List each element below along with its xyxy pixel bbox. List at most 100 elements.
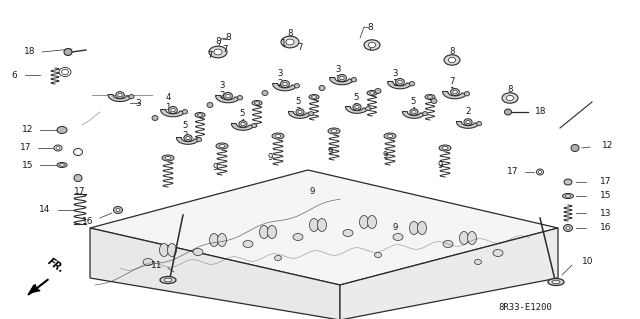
Ellipse shape (216, 143, 228, 149)
Ellipse shape (280, 80, 289, 87)
Ellipse shape (262, 91, 268, 95)
Text: 10: 10 (582, 257, 593, 266)
Ellipse shape (566, 226, 570, 229)
Text: 18: 18 (24, 48, 36, 56)
Text: 8: 8 (449, 48, 455, 56)
Ellipse shape (439, 145, 451, 151)
Ellipse shape (453, 90, 457, 94)
Ellipse shape (328, 128, 340, 134)
Ellipse shape (186, 136, 190, 140)
Ellipse shape (338, 74, 346, 82)
Text: 1: 1 (392, 78, 397, 87)
Text: 11: 11 (150, 261, 162, 270)
Ellipse shape (548, 278, 564, 286)
Ellipse shape (502, 93, 518, 103)
Polygon shape (216, 95, 240, 103)
Text: 4: 4 (239, 118, 244, 128)
Ellipse shape (168, 243, 177, 256)
Ellipse shape (281, 36, 299, 48)
Ellipse shape (182, 109, 188, 114)
Text: 8R33-E1200: 8R33-E1200 (498, 303, 552, 313)
Ellipse shape (464, 92, 470, 96)
Ellipse shape (294, 84, 300, 88)
Ellipse shape (239, 121, 247, 127)
Text: 9: 9 (382, 151, 388, 160)
Ellipse shape (116, 92, 124, 98)
Text: 17: 17 (506, 167, 518, 176)
Ellipse shape (552, 280, 560, 284)
Ellipse shape (223, 93, 232, 100)
Ellipse shape (160, 277, 176, 284)
Text: 3: 3 (392, 69, 397, 78)
Text: 7: 7 (335, 75, 340, 84)
Ellipse shape (129, 94, 134, 99)
Ellipse shape (283, 82, 287, 86)
Ellipse shape (384, 133, 396, 139)
Ellipse shape (298, 110, 302, 114)
Text: ─: ─ (222, 37, 227, 43)
Ellipse shape (467, 232, 477, 244)
Ellipse shape (451, 88, 460, 95)
Text: 1: 1 (280, 39, 285, 48)
Polygon shape (232, 123, 254, 130)
Ellipse shape (319, 85, 325, 91)
Text: 1: 1 (165, 103, 171, 113)
Text: 9: 9 (392, 224, 397, 233)
Ellipse shape (410, 109, 418, 115)
Polygon shape (273, 83, 297, 91)
Ellipse shape (360, 216, 369, 228)
Ellipse shape (369, 92, 374, 94)
Text: 3: 3 (220, 80, 225, 90)
Polygon shape (330, 78, 354, 85)
Text: 9: 9 (437, 160, 443, 169)
Ellipse shape (296, 109, 304, 115)
Ellipse shape (259, 226, 269, 239)
Text: 7: 7 (297, 43, 303, 53)
Ellipse shape (272, 133, 284, 139)
Polygon shape (108, 94, 131, 101)
Polygon shape (388, 81, 412, 89)
Polygon shape (346, 107, 368, 113)
Ellipse shape (387, 135, 393, 137)
Text: 16: 16 (83, 218, 93, 226)
Ellipse shape (355, 105, 359, 109)
Ellipse shape (477, 122, 481, 126)
Ellipse shape (563, 194, 573, 198)
Ellipse shape (410, 221, 419, 234)
Ellipse shape (252, 123, 257, 128)
Ellipse shape (312, 96, 317, 98)
Ellipse shape (398, 80, 402, 84)
Ellipse shape (367, 91, 377, 95)
Polygon shape (340, 228, 558, 319)
Ellipse shape (504, 109, 511, 115)
Text: 8: 8 (225, 33, 231, 42)
Ellipse shape (64, 48, 72, 56)
Text: 3: 3 (135, 99, 141, 108)
Text: FR.: FR. (46, 256, 67, 275)
Polygon shape (90, 228, 340, 319)
Ellipse shape (209, 46, 227, 58)
Ellipse shape (375, 88, 381, 93)
Ellipse shape (159, 243, 168, 256)
Ellipse shape (218, 234, 227, 247)
Ellipse shape (275, 135, 281, 137)
Ellipse shape (209, 234, 218, 247)
Ellipse shape (193, 249, 203, 256)
Ellipse shape (565, 195, 571, 197)
Text: 16: 16 (600, 224, 611, 233)
Ellipse shape (444, 55, 460, 65)
Text: 14: 14 (39, 205, 51, 214)
Ellipse shape (353, 104, 361, 110)
Ellipse shape (331, 130, 337, 132)
Text: 2: 2 (220, 91, 225, 100)
Text: 3: 3 (277, 70, 283, 78)
Text: 12: 12 (22, 125, 34, 135)
Ellipse shape (57, 162, 67, 167)
Ellipse shape (563, 225, 573, 232)
Polygon shape (403, 111, 425, 118)
Ellipse shape (214, 49, 222, 55)
Text: 2: 2 (353, 102, 359, 112)
Text: 17: 17 (600, 177, 611, 187)
Text: 7: 7 (449, 78, 455, 86)
Text: 2: 2 (465, 108, 471, 116)
